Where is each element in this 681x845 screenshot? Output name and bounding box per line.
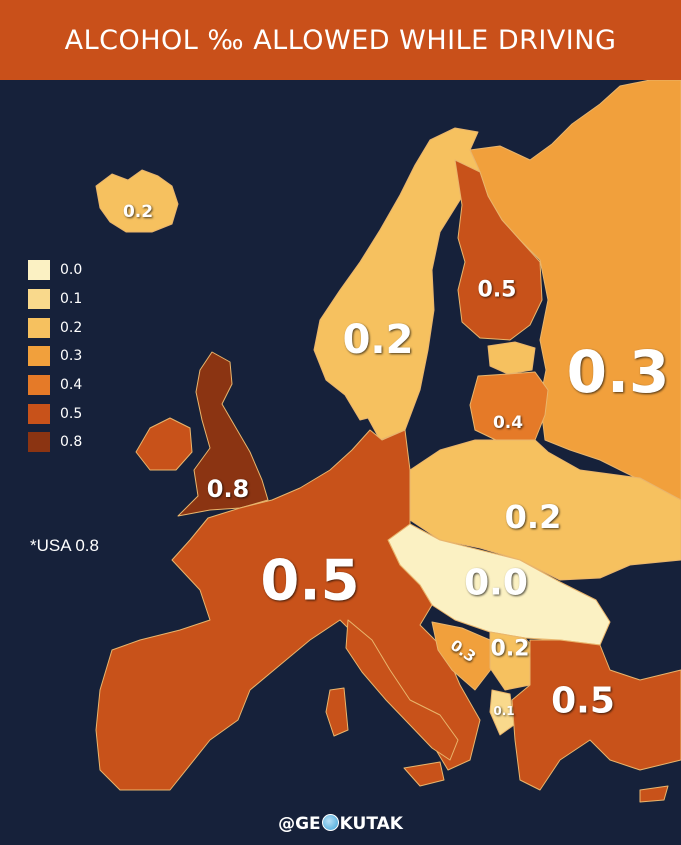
label-poland-ukraine: 0.2: [504, 498, 562, 536]
legend-item: 0.5: [28, 399, 82, 428]
legend-item: 0.1: [28, 285, 82, 314]
region-uk: [177, 351, 269, 517]
region-finland: [454, 159, 543, 341]
region-estonia: [487, 341, 536, 375]
region-italy: [345, 619, 459, 761]
label-russia: 0.3: [566, 338, 670, 406]
region-sicily: [403, 761, 445, 787]
legend-swatch: [28, 260, 50, 281]
region-albania: [489, 689, 515, 736]
legend-item: 0.2: [28, 313, 82, 342]
usa-note: *USA 0.8: [30, 536, 99, 555]
region-ireland: [135, 417, 193, 471]
legend-label: 0.4: [60, 377, 83, 394]
label-uk: 0.8: [206, 475, 250, 503]
legend-swatch: [28, 432, 50, 453]
legend-label: 0.0: [60, 262, 83, 279]
label-finland: 0.5: [477, 277, 517, 303]
legend-swatch: [28, 346, 50, 367]
legend-item: 0.8: [28, 428, 82, 457]
label-southeast: 0.5: [551, 680, 615, 722]
label-iceland: 0.2: [122, 202, 154, 222]
legend-label: 0.8: [60, 434, 83, 451]
region-scandinavia: [313, 127, 481, 441]
label-albania: 0.1: [493, 704, 515, 718]
legend-swatch: [28, 289, 50, 310]
credit-handle: @GE KUTAK: [0, 814, 681, 834]
globe-icon: [321, 814, 339, 831]
title-bar: ALCOHOL ‰ ALLOWED WHILE DRIVING: [0, 0, 681, 80]
label-scandinavia: 0.2: [342, 317, 414, 363]
legend-label: 0.2: [60, 319, 83, 336]
region-southeast: [511, 639, 681, 791]
label-serbia: 0.2: [490, 636, 530, 662]
legend-swatch: [28, 375, 50, 396]
label-baltic: 0.4: [492, 413, 524, 433]
europe-map: [95, 80, 681, 803]
label-central-east: 0.0: [464, 562, 528, 604]
region-poland-ukraine: [409, 439, 681, 581]
region-iceland: [95, 169, 179, 233]
legend-swatch: [28, 403, 50, 424]
legend-item: 0.4: [28, 371, 82, 400]
page-title: ALCOHOL ‰ ALLOWED WHILE DRIVING: [64, 24, 617, 56]
legend-label: 0.5: [60, 405, 83, 422]
region-cyprus: [639, 785, 669, 803]
legend-item: 0.0: [28, 256, 82, 285]
legend-label: 0.3: [60, 348, 83, 365]
credit-suffix: KUTAK: [339, 814, 403, 834]
region-baltic: [469, 371, 549, 443]
label-western-europe: 0.5: [260, 548, 360, 614]
credit-prefix: @GE: [278, 814, 321, 834]
legend-label: 0.1: [60, 291, 83, 308]
region-croatia: [431, 621, 493, 691]
region-sardinia: [325, 687, 349, 737]
legend-swatch: [28, 317, 50, 338]
legend-item: 0.3: [28, 342, 82, 371]
legend: 0.0 0.1 0.2 0.3 0.4 0.5 0.8: [28, 256, 82, 457]
